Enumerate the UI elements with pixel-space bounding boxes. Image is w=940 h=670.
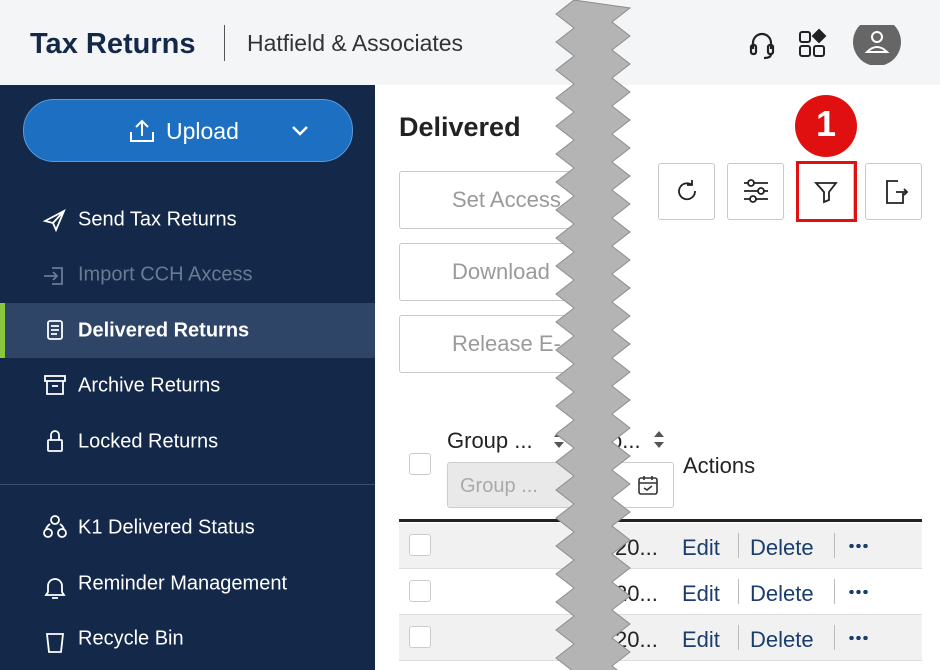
group-filter[interactable] — [447, 462, 575, 508]
header — [0, 0, 940, 85]
row-checkbox[interactable] — [409, 534, 431, 556]
nav-item[interactable]: Archive Returns — [78, 374, 221, 397]
separator — [0, 484, 375, 485]
export-button[interactable] — [865, 163, 922, 220]
group-filter-text: Group ... — [460, 475, 538, 497]
edit-link[interactable]: Edit — [682, 535, 720, 560]
action-button[interactable]: Release E- — [399, 315, 601, 373]
app-title: Tax Returns — [30, 28, 196, 60]
column-header[interactable]: Group ... — [447, 428, 533, 453]
more-menu[interactable] — [848, 636, 870, 640]
upload-icon — [130, 119, 154, 142]
nav-item[interactable]: Delivered Returns — [78, 319, 250, 342]
company-name[interactable]: Hatfield & Associates — [247, 30, 464, 56]
nav-item[interactable]: Recycle Bin — [78, 627, 184, 650]
row-checkbox[interactable] — [409, 580, 431, 602]
link-separator — [738, 533, 739, 558]
nav-item: Import CCH Axcess — [78, 263, 253, 286]
upload-label: Upload — [166, 118, 239, 144]
edit-link[interactable]: Edit — [682, 581, 720, 606]
more-menu[interactable] — [848, 590, 870, 594]
nav-icons — [42, 209, 67, 653]
link-separator — [834, 533, 835, 558]
select-all-checkbox[interactable] — [409, 453, 431, 475]
nav-item[interactable]: K1 Delivered Status — [78, 516, 255, 539]
toolbar-icons — [678, 179, 909, 204]
nav-item[interactable]: Reminder Management — [78, 572, 287, 595]
divider — [224, 25, 225, 61]
avatar[interactable] — [853, 25, 901, 65]
support-icon[interactable] — [749, 32, 775, 60]
delete-link[interactable]: Delete — [750, 627, 814, 652]
active-marker — [0, 303, 5, 358]
header-icons — [749, 25, 901, 65]
callout-badge — [795, 95, 857, 157]
table-rule — [399, 519, 922, 522]
upload-button[interactable]: Upload — [23, 99, 353, 162]
calendar-icon — [638, 476, 658, 495]
action-label: Release E- — [452, 331, 561, 356]
more-menu[interactable] — [848, 544, 870, 548]
delete-link[interactable]: Delete — [750, 535, 814, 560]
highlight-box — [796, 161, 857, 222]
nav-item[interactable]: Locked Returns — [78, 430, 219, 453]
link-separator — [738, 625, 739, 650]
link-separator — [738, 579, 739, 604]
sidebar — [0, 85, 375, 670]
chevron — [292, 126, 308, 136]
action-label: Set Access — [452, 187, 561, 212]
delete-link[interactable]: Delete — [750, 581, 814, 606]
page-title: Delivered — [399, 112, 521, 142]
link-separator — [834, 579, 835, 604]
apps-icon[interactable] — [799, 28, 827, 57]
column-header: Actions — [683, 453, 756, 478]
callout-number: 1 — [815, 103, 837, 144]
nav-item[interactable]: Send Tax Returns — [78, 208, 237, 231]
refresh-button[interactable] — [658, 163, 715, 220]
edit-link[interactable]: Edit — [682, 627, 720, 652]
action-label: Download — [452, 259, 550, 284]
link-separator — [834, 625, 835, 650]
row-checkbox[interactable] — [409, 626, 431, 648]
